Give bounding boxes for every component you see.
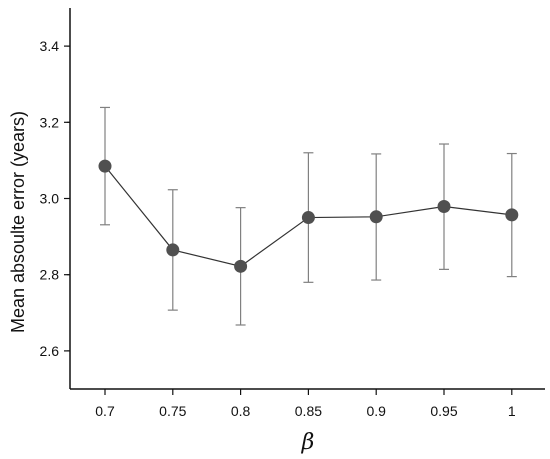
ticks: 2.6 2.8 3.0 3.2 3.4 0.7 0.75 0.8 0.85 0.9 0.95 1: [40, 38, 516, 419]
y-tick-label: 2.6: [40, 343, 60, 359]
x-tick-label: 0.7: [95, 403, 115, 419]
data-point: [234, 259, 248, 273]
x-axis-title: β: [301, 430, 315, 455]
x-tick-label: 0.9: [366, 403, 386, 419]
data-point: [505, 208, 519, 222]
y-axis-title: Mean absoulte error (years): [8, 111, 28, 333]
data-point: [437, 200, 451, 214]
data-point: [98, 159, 112, 173]
y-tick-label: 3.0: [40, 191, 60, 207]
data-point: [369, 210, 383, 224]
x-tick-label: 0.85: [295, 403, 322, 419]
data-points: [98, 159, 519, 273]
x-tick-label: 1: [508, 403, 516, 419]
data-point: [301, 211, 315, 225]
data-point: [166, 243, 180, 257]
x-tick-label: 0.95: [430, 403, 457, 419]
axes: [69, 8, 545, 390]
y-tick-label: 3.4: [40, 38, 60, 54]
x-tick-label: 0.75: [159, 403, 186, 419]
y-tick-label: 3.2: [40, 114, 60, 130]
x-tick-label: 0.8: [231, 403, 251, 419]
y-tick-label: 2.8: [40, 267, 60, 283]
